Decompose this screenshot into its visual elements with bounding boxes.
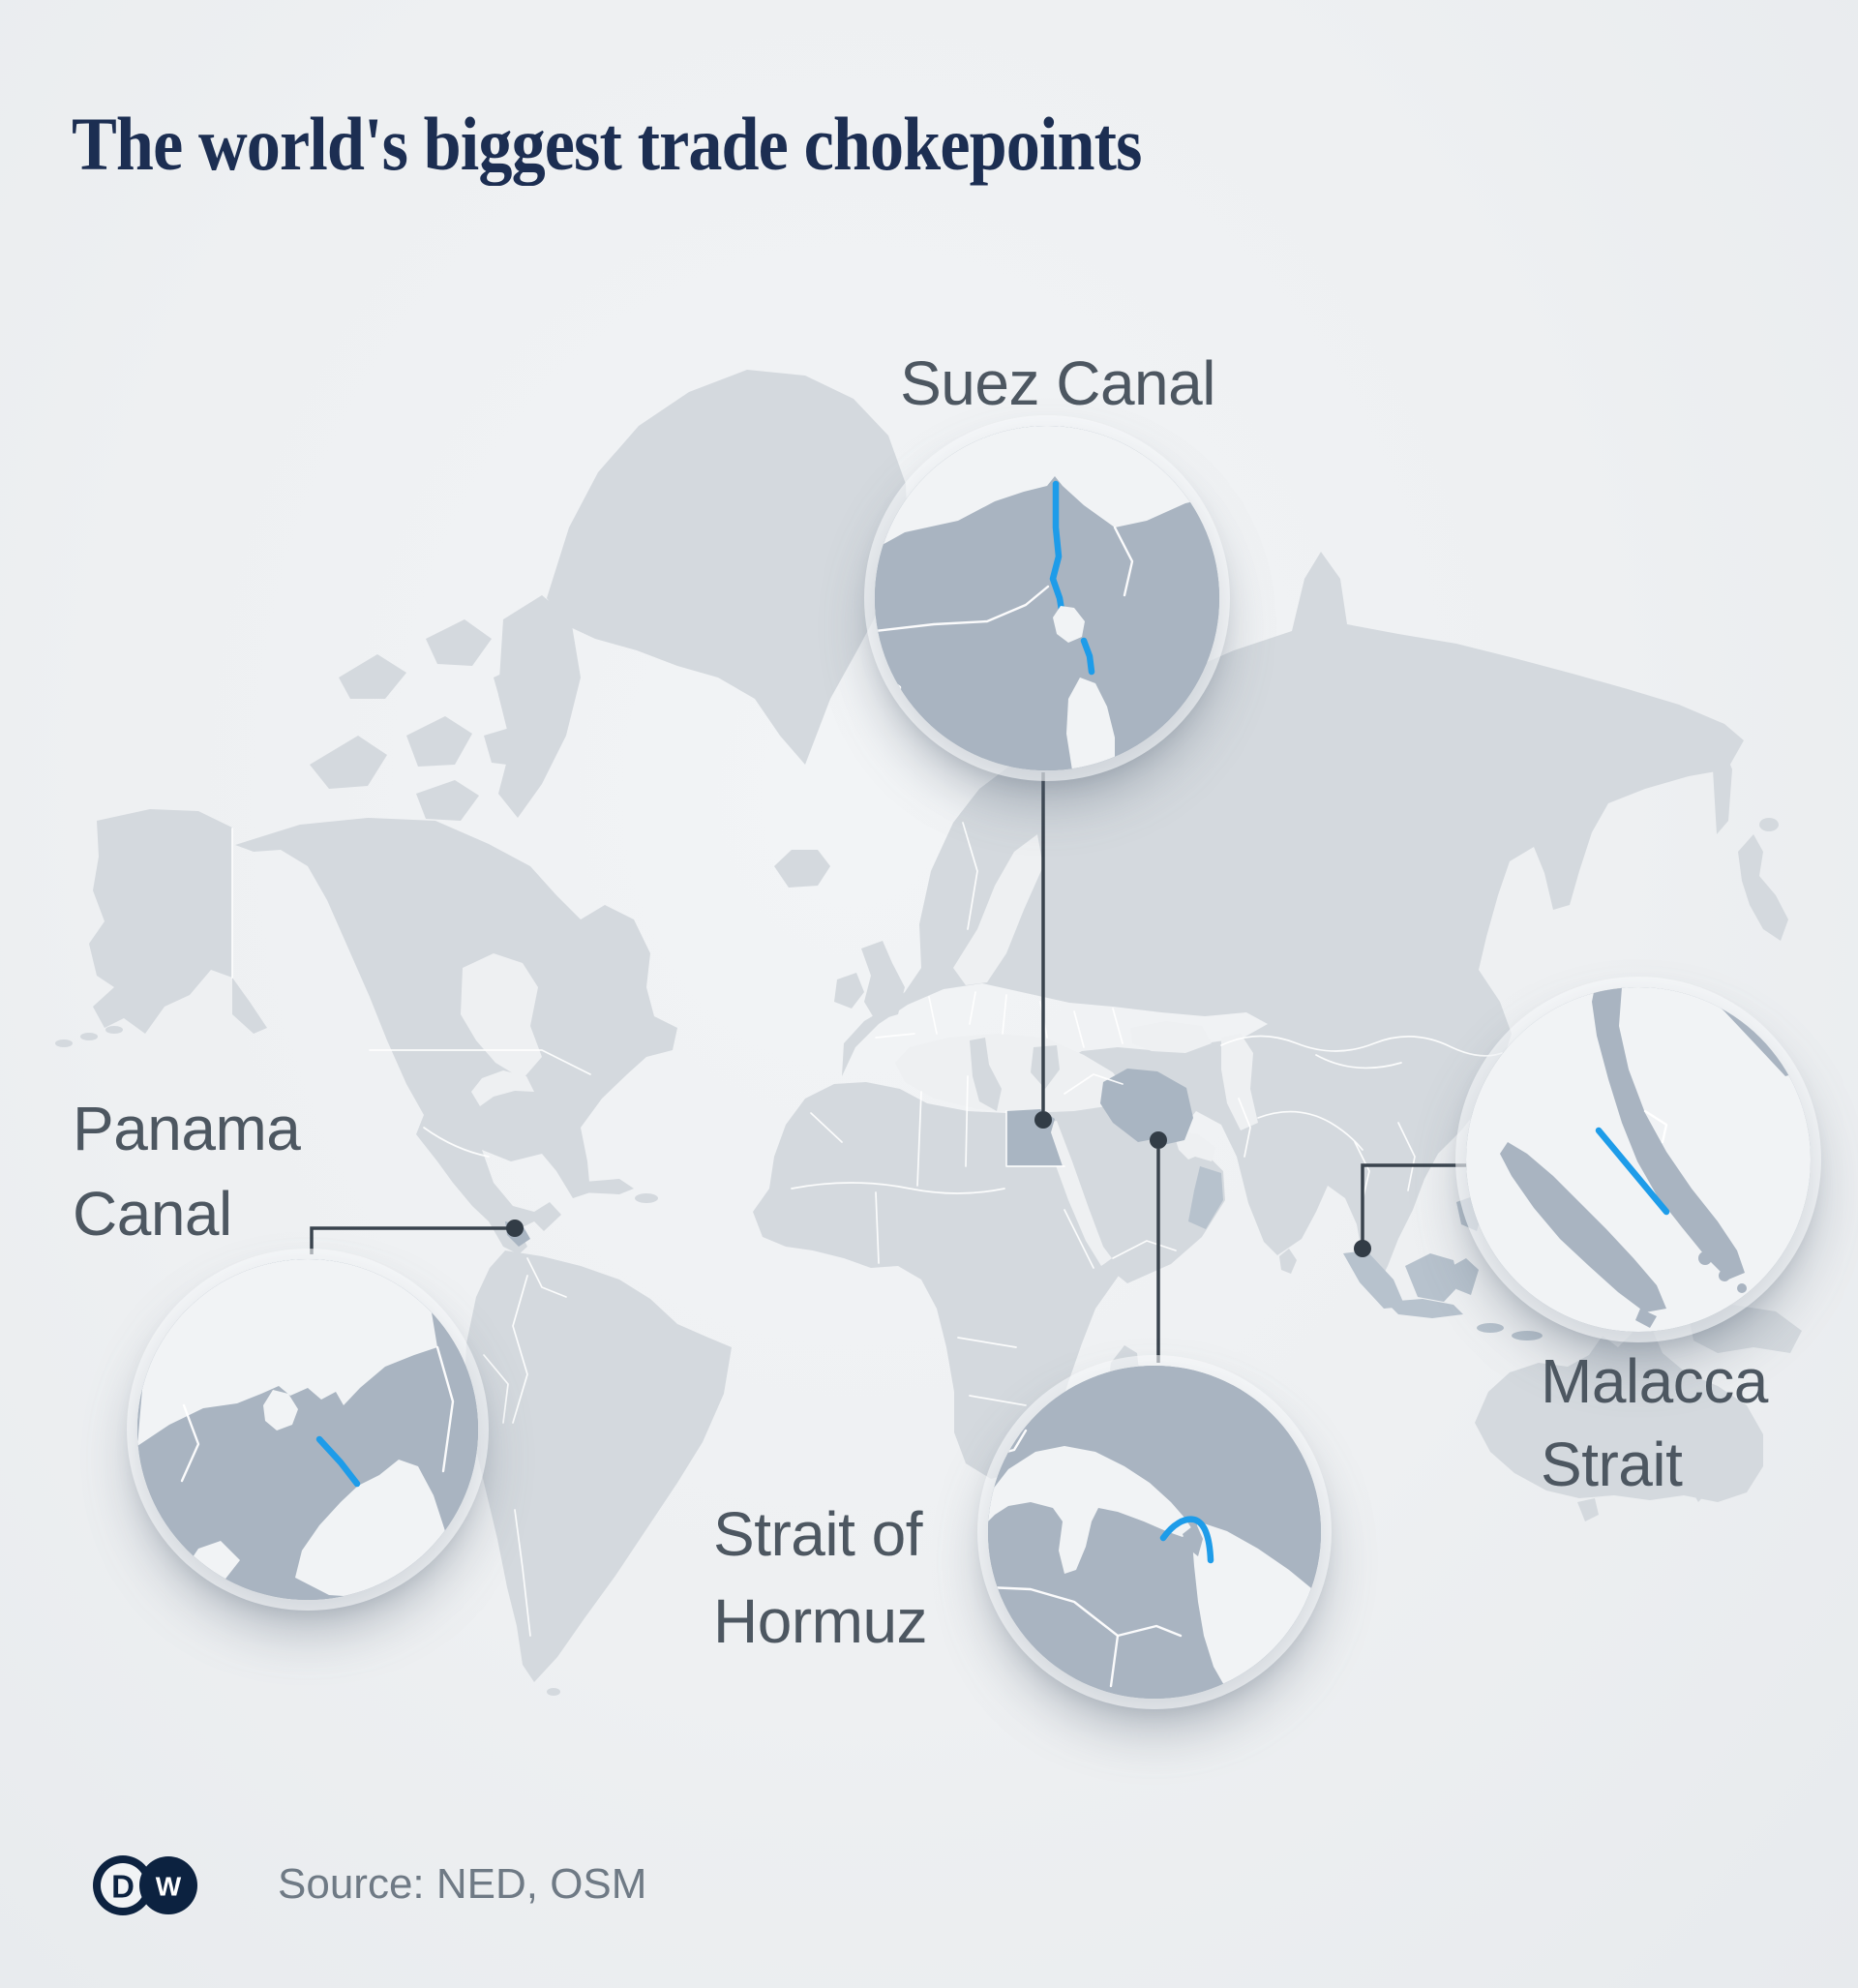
panama-label: Panama Canal: [73, 1094, 301, 1249]
panama-leader-line: [310, 1226, 507, 1254]
map-oman-highlight: [1188, 1166, 1223, 1229]
suez-inset-map: [875, 426, 1219, 770]
hormuz-label: Strait of Hormuz: [713, 1499, 928, 1656]
suez-map-dot: [1034, 1111, 1052, 1129]
source-text: Source: NED, OSM: [278, 1860, 647, 1908]
map-iran-highlight: [1100, 1069, 1193, 1145]
hormuz-persian-gulf: [988, 1446, 1192, 1574]
map-greenland: [547, 370, 908, 765]
map-egypt-highlight: [1006, 1109, 1063, 1166]
malacca-leader-line: [1361, 1163, 1470, 1243]
hormuz-map-dot: [1150, 1131, 1167, 1149]
suez-canal-line: [1049, 480, 1065, 614]
malacca-sumatra: [1500, 1142, 1666, 1312]
malacca-inset-map: [1466, 987, 1811, 1332]
svg-text:D: D: [111, 1869, 135, 1905]
page-title: The world's biggest trade chokepoints: [72, 102, 1142, 187]
malacca-label: Malacca Strait: [1541, 1346, 1768, 1499]
suez-label: Suez Canal: [900, 348, 1215, 418]
panama-gatun-lake: [263, 1390, 298, 1431]
malacca-strait-line: [1595, 1127, 1670, 1216]
panama-canal-line: [315, 1435, 361, 1488]
map-mediterranean: [895, 1034, 1127, 1113]
hormuz-inset-map: [988, 1366, 1321, 1699]
hormuz-strait-line: [1159, 1516, 1214, 1564]
dw-logo-icon: D W: [93, 1855, 197, 1915]
map-red-sea: [1041, 1121, 1121, 1280]
svg-text:W: W: [156, 1872, 182, 1902]
malacca-malay-peninsula: [1592, 987, 1745, 1280]
map-alaska: [89, 809, 267, 1034]
map-south-america: [464, 1250, 732, 1682]
malacca-map-dot: [1354, 1240, 1371, 1257]
suez-gulf: [1066, 678, 1115, 770]
panama-caribbean: [137, 1259, 437, 1446]
panama-map-dot: [506, 1220, 524, 1237]
map-sumatra: [1343, 1250, 1405, 1309]
panama-inset-map: [137, 1259, 478, 1600]
map-north-america: [235, 818, 677, 1254]
suez-mediterranean: [875, 426, 1219, 550]
